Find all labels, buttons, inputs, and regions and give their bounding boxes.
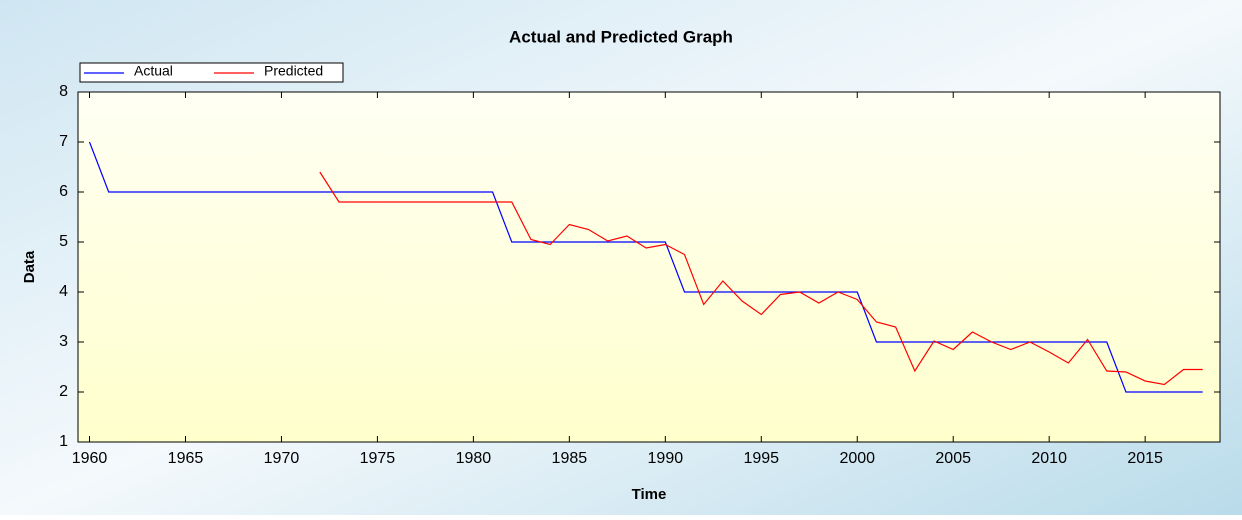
x-tick-label: 1995 (743, 450, 779, 467)
x-tick-label: 2000 (839, 450, 875, 467)
line-series (319, 171, 1203, 386)
x-tick-label: 1965 (168, 450, 204, 467)
y-tick-label: 1 (59, 433, 68, 450)
legend-label: Predicted (264, 63, 323, 79)
x-tick-label: 1985 (552, 450, 588, 467)
plot-area (77, 91, 1221, 443)
y-tick-label: 4 (59, 283, 68, 300)
line-series (88, 141, 1203, 393)
x-tick-label: 1980 (456, 450, 492, 467)
y-tick-label: 7 (59, 133, 68, 150)
x-tick-label: 1970 (264, 450, 300, 467)
x-tick-label: 2015 (1127, 450, 1163, 467)
y-tick-label: 5 (59, 233, 68, 250)
chart-title: Actual and Predicted Graph (509, 27, 733, 46)
x-tick-label: 1990 (648, 450, 684, 467)
x-tick-label: 1960 (72, 450, 108, 467)
x-tick-label: 2010 (1031, 450, 1067, 467)
x-tick-label: 1975 (360, 450, 396, 467)
y-tick-label: 8 (59, 83, 68, 100)
x-tick-label: 2005 (935, 450, 971, 467)
y-tick-label: 3 (59, 333, 68, 350)
legend-label: Actual (134, 63, 173, 79)
y-tick-label: 6 (59, 183, 68, 200)
legend (79, 62, 344, 83)
y-axis-label: Data (21, 250, 38, 283)
y-tick-label: 2 (59, 383, 68, 400)
x-axis-label: Time (632, 486, 667, 503)
